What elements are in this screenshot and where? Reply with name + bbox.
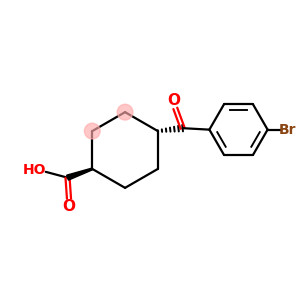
Text: O: O	[167, 93, 180, 108]
Text: HO: HO	[23, 164, 46, 177]
Text: O: O	[62, 199, 76, 214]
Circle shape	[117, 104, 133, 120]
Circle shape	[84, 123, 100, 139]
Polygon shape	[67, 168, 93, 180]
Text: Br: Br	[279, 123, 297, 136]
